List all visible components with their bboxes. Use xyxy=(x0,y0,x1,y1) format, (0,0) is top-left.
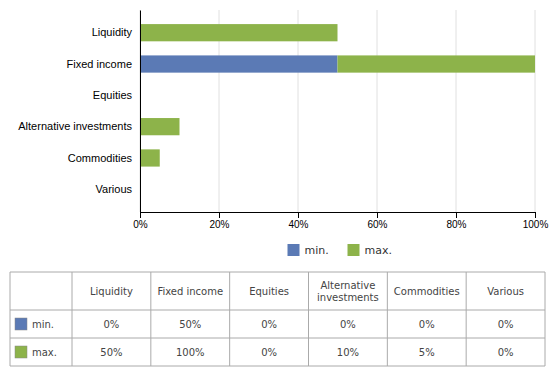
table-rule xyxy=(229,272,230,366)
table-cell: 5% xyxy=(419,347,435,358)
grid-line xyxy=(377,10,378,212)
tick: 60% xyxy=(367,212,387,230)
tick: Equities xyxy=(93,89,140,101)
tick: Liquidity xyxy=(92,26,140,38)
table: Liquidity Fixed income Equities Alternative… xyxy=(10,272,545,366)
table-rule xyxy=(466,272,467,366)
tick: 20% xyxy=(209,212,229,230)
tick-label: 20% xyxy=(209,219,229,230)
tick-label: 0% xyxy=(133,219,148,230)
table-rule xyxy=(10,366,545,367)
bars xyxy=(140,24,535,166)
tick-mark xyxy=(535,212,536,218)
tick: 80% xyxy=(446,212,466,230)
grid xyxy=(140,10,535,212)
table-rule xyxy=(10,310,545,311)
axis-line xyxy=(140,11,141,213)
tick-mark xyxy=(219,212,220,218)
series xyxy=(140,55,338,72)
table-rule xyxy=(10,272,11,366)
table-cell: 0% xyxy=(261,347,277,358)
tick-mark xyxy=(456,212,457,218)
tick-mark xyxy=(377,212,378,218)
table-cell: 0% xyxy=(498,347,514,358)
table-cell: 0% xyxy=(498,319,514,330)
tick-label: Various xyxy=(96,183,133,195)
bar xyxy=(140,24,338,41)
legend-swatch xyxy=(288,244,300,256)
x-axis: 0% 20% 40% 60% 80% 100% xyxy=(133,212,548,230)
tick: Alternative investments xyxy=(18,120,140,132)
tick: Fixed income xyxy=(67,58,140,70)
tick-label: Alternative investments xyxy=(18,120,132,132)
legend-item: max. xyxy=(348,244,392,257)
tick-label: 100% xyxy=(523,219,549,230)
tick-label: 80% xyxy=(446,219,466,230)
table-header: Commodities xyxy=(394,286,460,297)
tick-label: Liquidity xyxy=(92,26,133,38)
bar xyxy=(140,55,338,72)
table-rule xyxy=(387,272,388,366)
legend-item: min. xyxy=(288,244,329,257)
table-header: Liquidity xyxy=(90,286,133,297)
table-rule xyxy=(308,272,309,366)
tick: 100% xyxy=(523,212,549,230)
table-cell: 100% xyxy=(176,347,205,358)
table-header: Alternativeinvestments xyxy=(317,280,379,303)
plot: 0% 20% 40% 60% 80% 100% Various Commodities Alte… xyxy=(18,10,548,230)
table-cell: 10% xyxy=(337,347,359,358)
table-cell: 0% xyxy=(419,319,435,330)
table-header: Fixed income xyxy=(157,286,223,297)
tick: Various xyxy=(96,183,140,195)
tick-label: Equities xyxy=(93,89,133,101)
table-rule xyxy=(150,272,151,366)
table-cell: 0% xyxy=(261,319,277,330)
y-axis: Various Commodities Alternative investment… xyxy=(18,11,140,213)
tick: Commodities xyxy=(68,151,140,163)
table-row-label: max. xyxy=(32,347,57,358)
legend-label: min. xyxy=(305,244,329,257)
table-cell: 50% xyxy=(100,347,122,358)
bar xyxy=(140,149,160,166)
table-swatch xyxy=(15,346,27,358)
table-rule xyxy=(10,338,545,339)
table-cell: 0% xyxy=(340,319,356,330)
tick-label: 60% xyxy=(367,219,387,230)
table-row-label: min. xyxy=(32,319,54,330)
grid-line xyxy=(140,10,141,212)
chart: 0% 20% 40% 60% 80% 100% Various Commodities Alte… xyxy=(0,0,555,390)
legend-swatch xyxy=(348,244,360,256)
tick-label: Commodities xyxy=(68,151,133,163)
table-header: Various xyxy=(487,286,524,297)
grid-line xyxy=(535,10,536,212)
table-header: Equities xyxy=(249,286,289,297)
grid-line xyxy=(456,10,457,212)
tick-label: Fixed income xyxy=(67,58,132,70)
tick: 40% xyxy=(288,212,308,230)
legend-label: max. xyxy=(365,244,392,257)
table-rule xyxy=(545,272,546,366)
table-cell: 0% xyxy=(103,319,119,330)
series xyxy=(140,24,535,166)
table-rule xyxy=(72,272,73,366)
table-rule xyxy=(10,272,545,273)
tick-mark xyxy=(140,212,141,218)
tick-label: 40% xyxy=(288,219,308,230)
table-cell: 50% xyxy=(179,319,201,330)
table-swatch xyxy=(15,318,27,330)
bar xyxy=(140,118,180,135)
tick: 0% xyxy=(133,212,148,230)
bar xyxy=(338,55,536,72)
tick-mark xyxy=(298,212,299,218)
axis-line xyxy=(141,213,536,219)
legend: min. max. xyxy=(288,244,392,257)
